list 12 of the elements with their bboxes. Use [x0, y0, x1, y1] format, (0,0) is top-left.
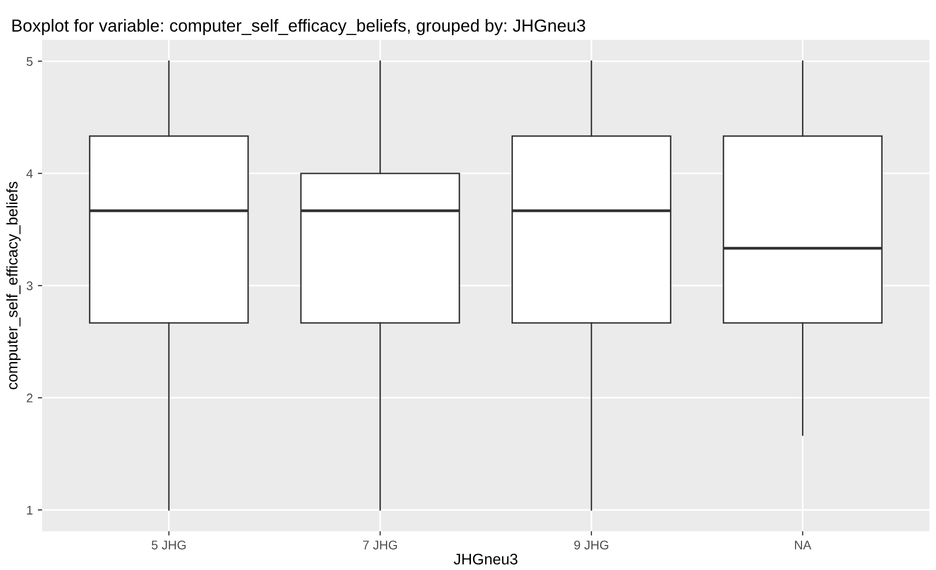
chart-title: Boxplot for variable: computer_self_efficacy_beliefs, grouped by: JHGneu3 — [12, 18, 586, 36]
y-tick-label: 4 — [26, 169, 33, 178]
y-tick-label: 1 — [27, 506, 32, 514]
x-tick-label: 5 JHG — [152, 540, 186, 550]
y-tick-label: 3 — [26, 281, 33, 290]
y-tick-label: 5 — [26, 57, 33, 66]
x-axis-title: JHGneu3 — [454, 554, 518, 565]
y-tick-label: 2 — [26, 394, 32, 402]
y-axis-title: computer_self_efficacy_beliefs — [6, 182, 21, 390]
x-tick-label: NA — [795, 540, 812, 550]
x-tick-label: 7 JHG — [363, 540, 397, 550]
x-tick-label: 9 JHG — [574, 540, 608, 550]
